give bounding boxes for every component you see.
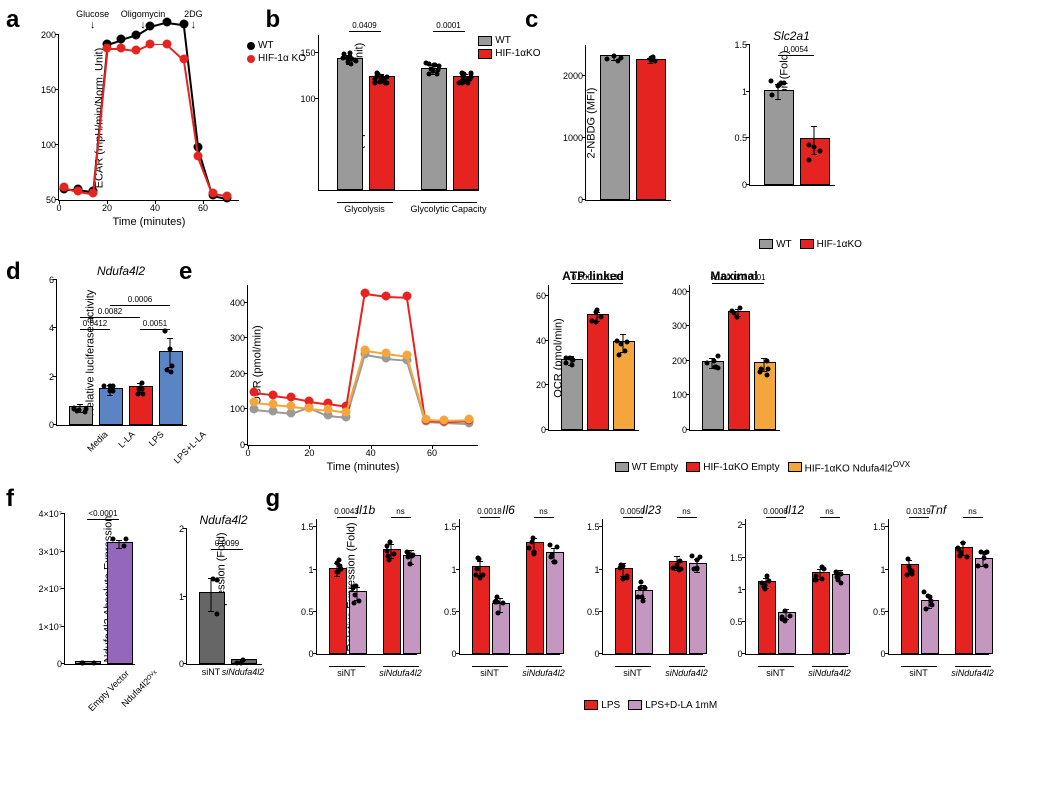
panel-b-chart: ECAR (mpH/min/Norm. Unit)100150Glycolysi… [318,35,479,191]
panel-a-chart: ECAR (mpH/min/Norm. Unit)Time (minutes)5… [58,35,239,201]
